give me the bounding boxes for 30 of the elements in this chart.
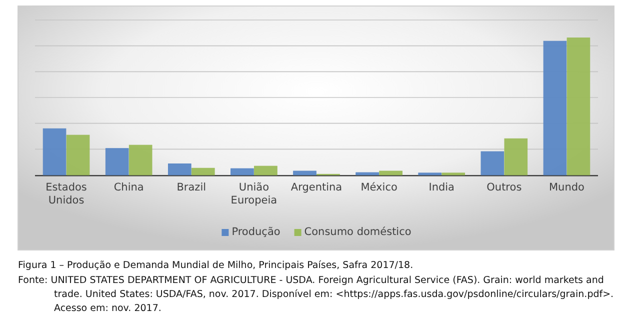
legend-label: Consumo doméstico	[304, 226, 412, 238]
bar	[191, 168, 215, 176]
bar	[442, 172, 466, 176]
bar	[66, 134, 90, 176]
bar	[543, 40, 567, 176]
bar	[418, 172, 442, 176]
x-tick-label: Brazil	[176, 181, 206, 194]
text: Figura 1 – Produção e Demanda Mundial de Milho, Principais Países, Safra 2017/18.	[18, 260, 414, 271]
bar	[230, 168, 254, 176]
bar	[128, 144, 152, 176]
bar	[293, 170, 316, 176]
bar	[42, 128, 66, 176]
bar	[379, 170, 402, 176]
legend-label: Produção	[232, 226, 280, 238]
x-tick-label: México	[360, 181, 398, 194]
bar	[105, 148, 129, 176]
x-tick-label: União Europeia	[230, 181, 278, 207]
x-tick-label: Mundo	[548, 181, 584, 194]
x-tick-label: India	[428, 181, 454, 194]
bar	[504, 138, 528, 176]
bar	[168, 164, 192, 176]
bar	[480, 151, 504, 176]
x-tick-label: Estados Unidos	[46, 181, 87, 207]
x-tick-label: China	[114, 181, 144, 194]
bar	[254, 166, 278, 176]
bar	[356, 172, 379, 176]
x-tick-label: Argentina	[290, 181, 342, 194]
x-tick-label: Outros	[486, 181, 522, 194]
bar	[566, 38, 590, 176]
source-note: Fonte: UNITED STATES DEPARTMENT OF AGRICULTURE - USDA. Foreign Agricultural Service (FAS). Grain: world markets and trade. United States: USDA/FAS, nov. 2017. Disponível em: <https://apps.fas.usda.gov/psdonline/circulars/grain.pdf>. Acesso em: nov. 2017.	[18, 275, 614, 314]
